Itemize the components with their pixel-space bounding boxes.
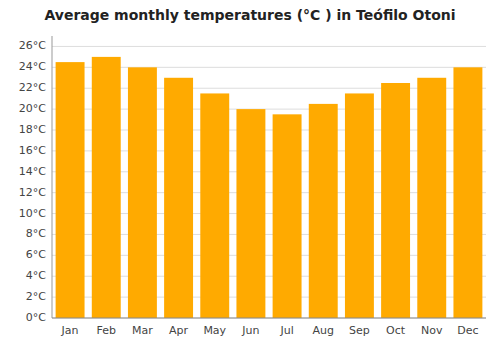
bar: [453, 67, 482, 318]
x-tick-label: Apr: [169, 324, 189, 337]
grid: [52, 46, 486, 318]
bar: [128, 67, 157, 318]
grid-line: [52, 46, 486, 47]
y-tick-label: 14°C: [19, 165, 46, 178]
y-tick-label: 2°C: [26, 290, 46, 303]
x-tick-label: May: [203, 324, 226, 337]
y-axis-line: [52, 36, 53, 318]
bar: [417, 78, 446, 318]
bar: [200, 93, 229, 318]
x-tick-label: Feb: [97, 324, 116, 337]
y-tick-label: 8°C: [26, 227, 46, 240]
bar: [309, 104, 338, 318]
y-tick-label: 18°C: [19, 123, 46, 136]
x-tick-label: Jan: [61, 324, 79, 337]
y-tick-label: 6°C: [26, 248, 46, 261]
chart-svg: 0°C 2°C 4°C 6°C 8°C 10°C 12°C 14°C 16°C 18°C 20°C 2…: [0, 0, 500, 350]
y-tick-label: 10°C: [19, 207, 46, 220]
bar: [92, 57, 121, 318]
y-tick-label: 22°C: [19, 81, 46, 94]
y-tick-label: 24°C: [19, 60, 46, 73]
y-tick-label: 4°C: [26, 269, 46, 282]
bar: [381, 83, 410, 318]
x-tick-label: Jul: [279, 324, 293, 337]
y-tick-label: 0°C: [26, 311, 46, 324]
title: Average monthly temperatures (°C ) in Te…: [44, 7, 455, 23]
bar: [345, 93, 374, 318]
x-tick-label: Aug: [313, 324, 334, 337]
x-tick-labels: Jan Feb Mar Apr May Jun Jul Aug Sep Oct Nov Dec: [61, 324, 479, 337]
bars: [56, 57, 483, 318]
y-tick-label: 20°C: [19, 102, 46, 115]
x-tick-label: Jun: [241, 324, 259, 337]
x-tick-label: Nov: [421, 324, 443, 337]
y-tick-labels: 0°C 2°C 4°C 6°C 8°C 10°C 12°C 14°C 16°C 18°C 20°C 2…: [19, 39, 46, 324]
y-tick-label: 16°C: [19, 144, 46, 157]
x-tick-label: Dec: [457, 324, 478, 337]
bar: [164, 78, 193, 318]
y-tick-label: 26°C: [19, 39, 46, 52]
x-tick-label: Oct: [386, 324, 406, 337]
x-tick-label: Sep: [349, 324, 370, 337]
y-tick-label: 12°C: [19, 186, 46, 199]
bar: [273, 114, 302, 318]
x-axis-line: [52, 318, 486, 319]
x-tick-label: Mar: [132, 324, 153, 337]
grid-line: [52, 318, 486, 319]
chart-container: 0°C 2°C 4°C 6°C 8°C 10°C 12°C 14°C 16°C 18°C 20°C 2…: [0, 0, 500, 350]
bar: [236, 109, 265, 318]
bar: [56, 62, 85, 318]
